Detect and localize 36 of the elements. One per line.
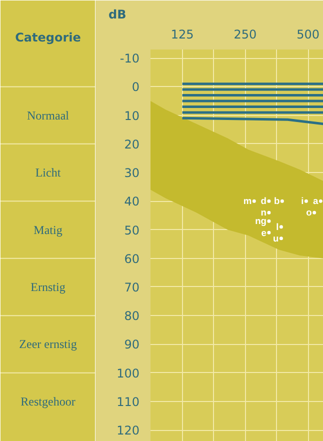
y-tick-label: 100 (116, 366, 140, 380)
y-tick-label: 60 (124, 252, 140, 266)
y-tick-label: 120 (116, 424, 140, 438)
text: Normaal (27, 108, 70, 122)
data-label: b (274, 196, 280, 206)
text: Categorie (15, 30, 81, 44)
text: Restgehoor (20, 394, 76, 408)
y-axis-title: dB (108, 8, 126, 22)
x-tick-label: 500 (296, 28, 320, 42)
y-tick-label: 0 (132, 80, 140, 94)
text: Zeer ernstig (19, 337, 77, 352)
data-label: u (273, 233, 280, 244)
y-tick-label: 30 (124, 166, 140, 180)
y-tick-label: 10 (124, 108, 140, 123)
y-tick-label: 80 (124, 309, 140, 324)
data-label: a (313, 196, 320, 206)
text: Licht (35, 166, 62, 180)
y-tick-label: -10 (120, 52, 140, 66)
y-tick-label: 90 (124, 338, 140, 352)
data-label: i (301, 196, 304, 206)
data-label: l (276, 222, 279, 232)
y-tick-label: 50 (124, 223, 140, 238)
data-label: o (306, 208, 312, 218)
x-tick-label: 250 (234, 28, 257, 42)
x-tick-label: 125 (170, 28, 194, 42)
text: Matig (34, 222, 62, 237)
data-label: ng (255, 216, 267, 226)
y-tick-label: 40 (124, 194, 140, 209)
data-label: n (260, 208, 267, 218)
y-tick-label: 70 (124, 280, 140, 294)
data-label: e (261, 228, 266, 238)
text: Ernstig (30, 280, 66, 294)
data-label: m (243, 196, 252, 206)
data-label: d (260, 196, 267, 206)
y-tick-label: 20 (124, 137, 140, 152)
y-tick-label: 110 (116, 394, 140, 409)
